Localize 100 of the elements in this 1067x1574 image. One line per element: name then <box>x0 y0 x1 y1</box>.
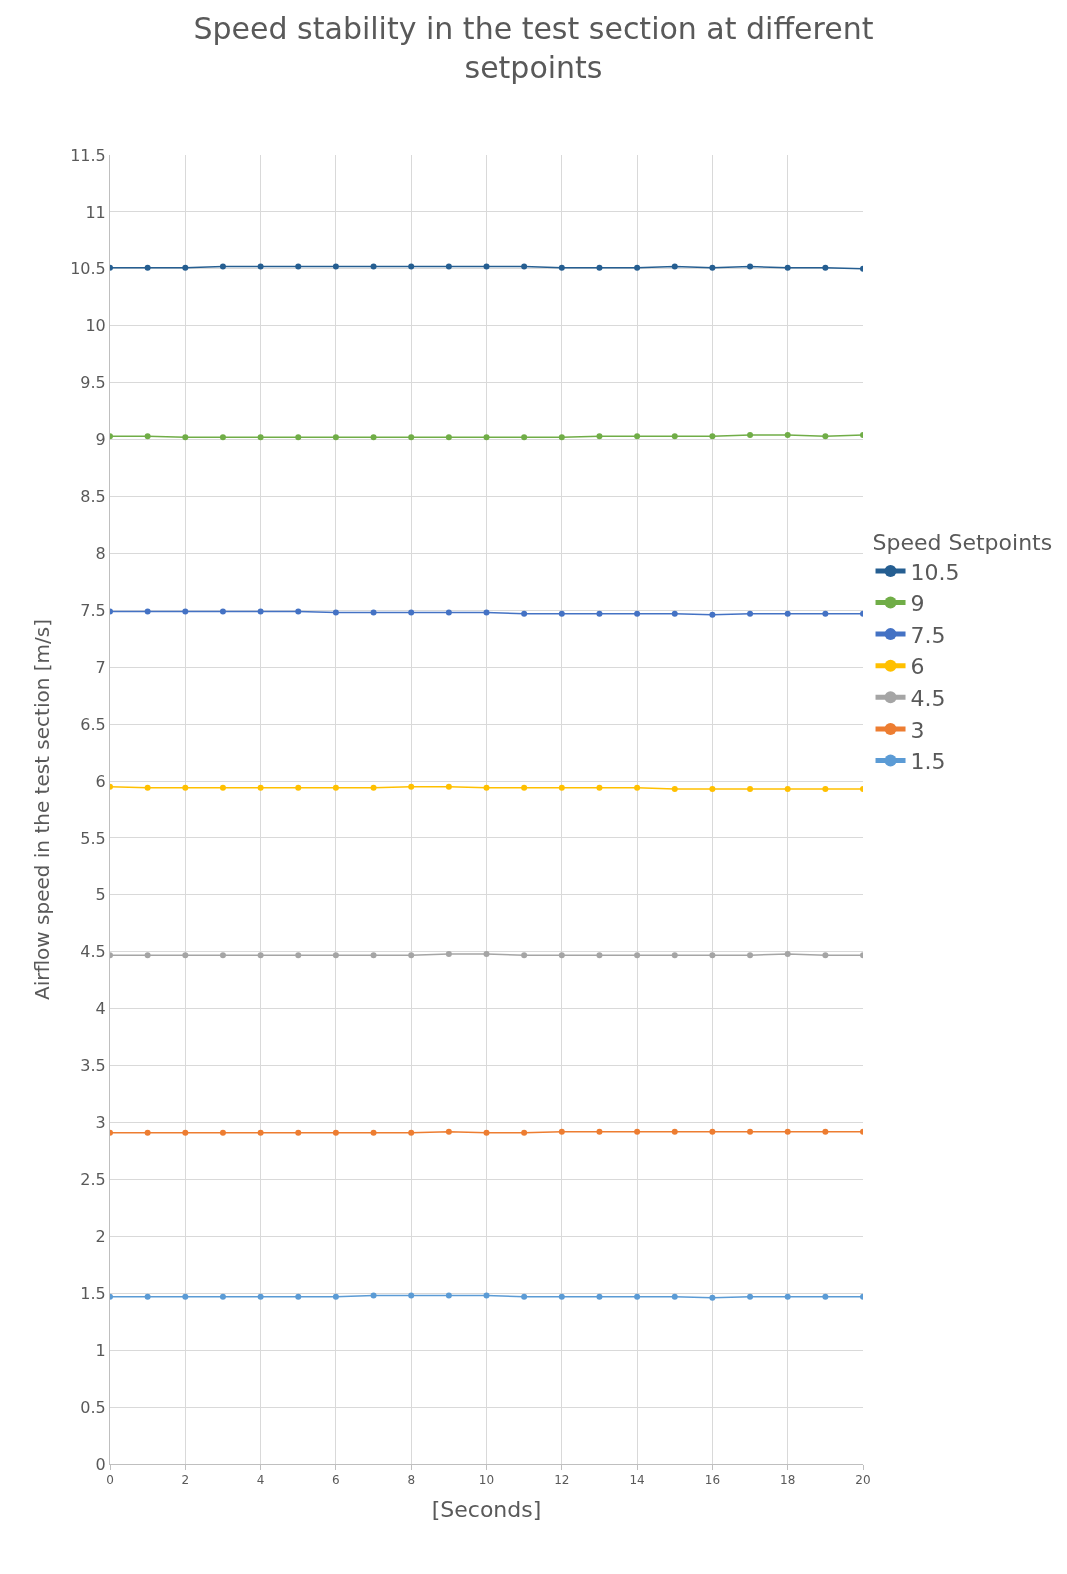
point <box>483 609 490 616</box>
point <box>370 1129 377 1136</box>
point <box>144 952 151 959</box>
point <box>634 1128 641 1135</box>
point <box>144 784 151 791</box>
point <box>257 784 264 791</box>
point <box>370 952 377 959</box>
point <box>408 1129 415 1136</box>
y-tick-label: 3.5 <box>80 1056 106 1076</box>
point <box>332 952 339 959</box>
point <box>784 951 791 958</box>
point <box>295 1129 302 1136</box>
point <box>219 434 226 441</box>
point <box>332 609 339 616</box>
point <box>558 1128 565 1135</box>
point <box>784 1128 791 1135</box>
point <box>596 1293 603 1300</box>
y-tick-label: 3 <box>95 1113 106 1133</box>
point <box>219 952 226 959</box>
y-tick-label: 9.5 <box>80 373 106 393</box>
point <box>445 263 452 270</box>
point <box>822 786 829 793</box>
point <box>144 608 151 615</box>
point <box>370 434 377 441</box>
point <box>370 1292 377 1299</box>
y-tick-label: 8.5 <box>80 487 106 507</box>
point <box>634 952 641 959</box>
point <box>747 952 754 959</box>
point <box>822 433 829 440</box>
x-tick-label: 18 <box>780 1473 796 1488</box>
point <box>408 952 415 959</box>
x-tick-label: 2 <box>181 1473 190 1488</box>
point <box>521 434 528 441</box>
point <box>822 1293 829 1300</box>
legend-label: 10.5 <box>910 559 960 585</box>
point <box>332 784 339 791</box>
point <box>219 1293 226 1300</box>
y-tick-label: 0.5 <box>80 1397 106 1417</box>
point <box>596 610 603 617</box>
point <box>709 264 716 271</box>
point <box>596 433 603 440</box>
point <box>709 1294 716 1301</box>
x-tick-label: 12 <box>554 1473 570 1488</box>
point <box>445 783 452 790</box>
point <box>257 608 264 615</box>
y-tick-label: 10.5 <box>70 259 106 279</box>
y-tick-label: 11 <box>85 202 106 222</box>
point <box>408 1292 415 1299</box>
point <box>408 263 415 270</box>
point <box>144 1129 151 1136</box>
legend-label: 3 <box>910 717 925 743</box>
y-tick-label: 4.5 <box>80 942 106 962</box>
y-tick-label: 7 <box>95 657 106 677</box>
point <box>671 1293 678 1300</box>
point <box>747 263 754 270</box>
point <box>295 952 302 959</box>
y-tick-label: 9 <box>95 430 106 450</box>
point <box>144 433 151 440</box>
point <box>483 263 490 270</box>
point <box>182 608 189 615</box>
point <box>483 951 490 958</box>
legend-title: Speed Setpoints <box>872 530 1053 556</box>
point <box>332 434 339 441</box>
point <box>219 263 226 270</box>
point <box>521 952 528 959</box>
point <box>709 952 716 959</box>
point <box>784 786 791 793</box>
point <box>558 1293 565 1300</box>
point <box>596 264 603 271</box>
point <box>784 1293 791 1300</box>
x-tick-label: 6 <box>332 1473 340 1488</box>
point <box>596 952 603 959</box>
point <box>182 784 189 791</box>
point <box>295 784 302 791</box>
point <box>295 608 302 615</box>
point <box>747 610 754 617</box>
y-tick-label: 1 <box>95 1340 106 1360</box>
point <box>558 952 565 959</box>
point <box>182 952 189 959</box>
x-tick-label: 4 <box>256 1473 265 1488</box>
point <box>558 264 565 271</box>
y-tick-label: 11.5 <box>70 145 106 165</box>
point <box>634 784 641 791</box>
point <box>784 264 791 271</box>
legend-label: 1.5 <box>910 749 946 775</box>
point <box>709 611 716 618</box>
y-tick-label: 1.5 <box>80 1283 106 1303</box>
point <box>370 263 377 270</box>
point <box>295 263 302 270</box>
point <box>257 1293 264 1300</box>
y-tick-label: 5 <box>95 885 106 905</box>
y-tick-label: 7.5 <box>80 600 106 620</box>
point <box>784 610 791 617</box>
point <box>822 264 829 271</box>
point <box>257 263 264 270</box>
point <box>822 610 829 617</box>
point <box>671 263 678 270</box>
point <box>558 434 565 441</box>
point <box>521 263 528 270</box>
point <box>671 1128 678 1135</box>
